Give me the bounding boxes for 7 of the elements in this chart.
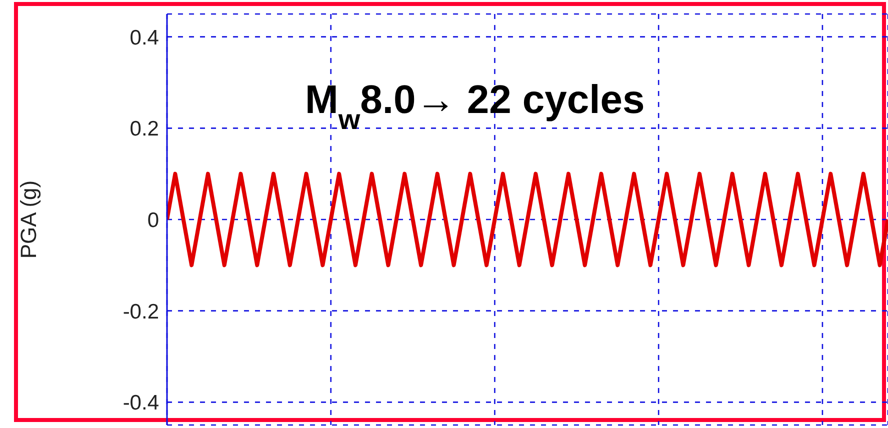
y-tick-label: 0: [147, 208, 159, 232]
y-tick-label: -0.2: [122, 300, 159, 324]
y-axis-title: PGA (g): [16, 180, 41, 259]
annotation: M$_{w}$8.0→ 22 cycles: [305, 78, 645, 134]
y-tick-label: 0.2: [130, 118, 159, 141]
y-tick-label: -0.4: [122, 392, 160, 415]
y-tick-label: 0.4: [130, 26, 160, 50]
